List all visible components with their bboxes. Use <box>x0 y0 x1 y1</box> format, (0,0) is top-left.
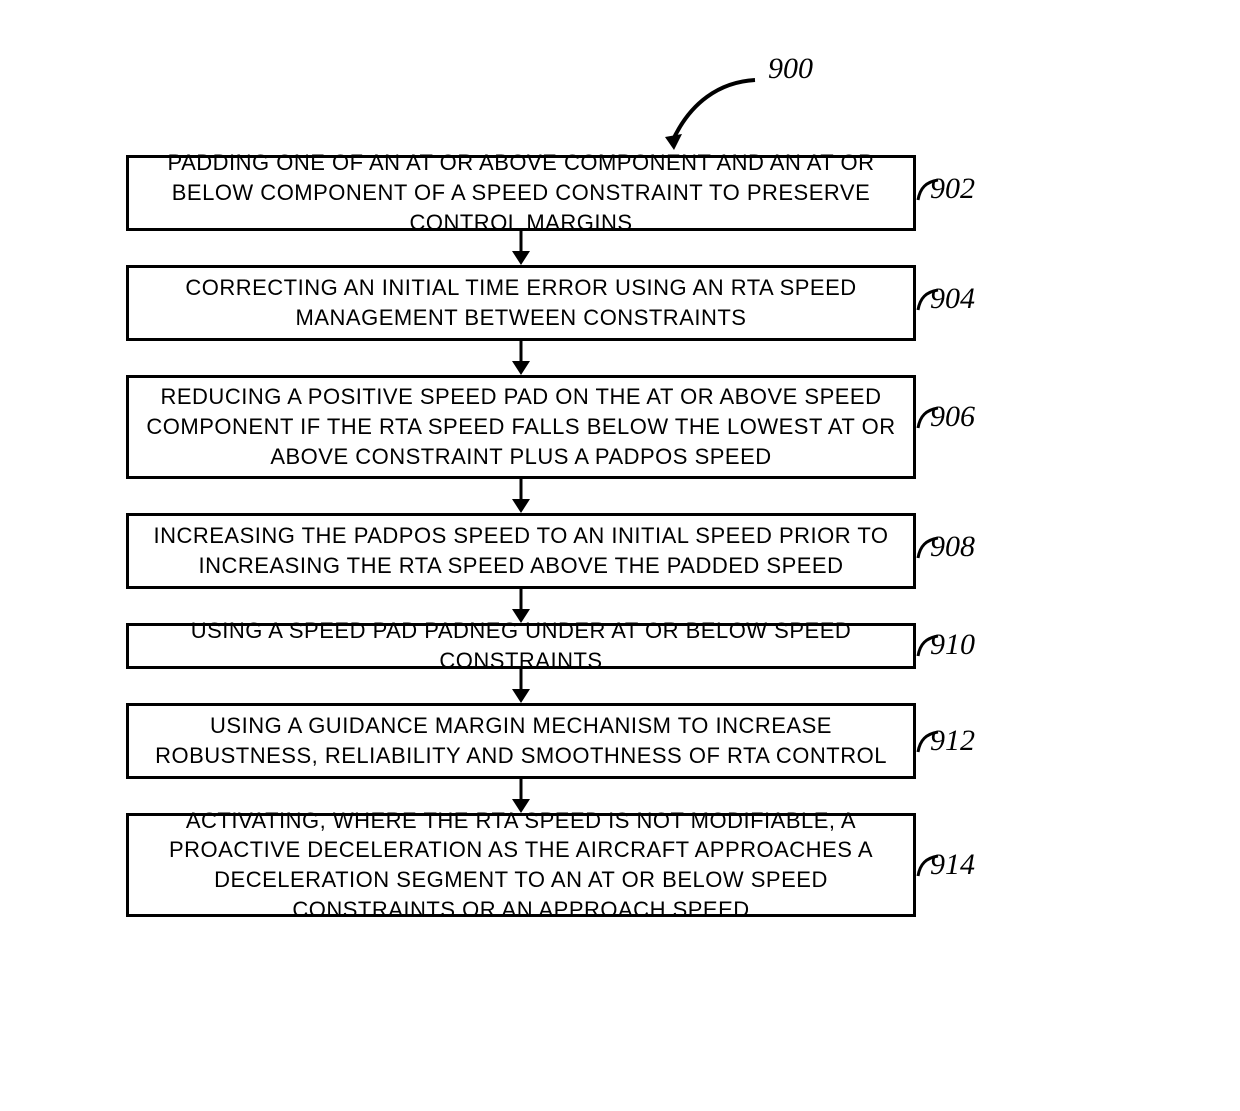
step-label-902: 902 <box>930 172 975 206</box>
flow-step-910: USING A SPEED PAD PADNEG UNDER AT OR BEL… <box>126 623 916 669</box>
flow-step-906: REDUCING A POSITIVE SPEED PAD ON THE AT … <box>126 375 916 479</box>
flow-arrow-icon <box>507 341 535 375</box>
flow-step-text: PADDING ONE OF AN AT OR ABOVE COMPONENT … <box>129 142 913 243</box>
flow-step-912: USING A GUIDANCE MARGIN MECHANISM TO INC… <box>126 703 916 779</box>
step-label-910: 910 <box>930 628 975 662</box>
figure-number-label: 900 <box>768 52 813 86</box>
step-label-904: 904 <box>930 282 975 316</box>
flow-step-text: INCREASING THE PADPOS SPEED TO AN INITIA… <box>129 515 913 586</box>
step-label-906: 906 <box>930 400 975 434</box>
flow-arrow-icon <box>507 231 535 265</box>
figure-pointer-arrow <box>660 72 770 152</box>
flow-arrow-icon <box>507 669 535 703</box>
flow-arrow <box>126 341 916 375</box>
flow-step-text: USING A GUIDANCE MARGIN MECHANISM TO INC… <box>129 705 913 776</box>
flow-step-text: REDUCING A POSITIVE SPEED PAD ON THE AT … <box>129 376 913 477</box>
flow-step-908: INCREASING THE PADPOS SPEED TO AN INITIA… <box>126 513 916 589</box>
flowchart-container: PADDING ONE OF AN AT OR ABOVE COMPONENT … <box>126 155 916 917</box>
step-label-914: 914 <box>930 848 975 882</box>
flow-arrow-icon <box>507 479 535 513</box>
flow-step-902: PADDING ONE OF AN AT OR ABOVE COMPONENT … <box>126 155 916 231</box>
flow-step-904: CORRECTING AN INITIAL TIME ERROR USING A… <box>126 265 916 341</box>
step-label-908: 908 <box>930 530 975 564</box>
step-label-912: 912 <box>930 724 975 758</box>
flow-step-914: ACTIVATING, WHERE THE RTA SPEED IS NOT M… <box>126 813 916 917</box>
flow-step-text: ACTIVATING, WHERE THE RTA SPEED IS NOT M… <box>129 800 913 931</box>
flow-step-text: CORRECTING AN INITIAL TIME ERROR USING A… <box>129 267 913 338</box>
flow-arrow <box>126 479 916 513</box>
